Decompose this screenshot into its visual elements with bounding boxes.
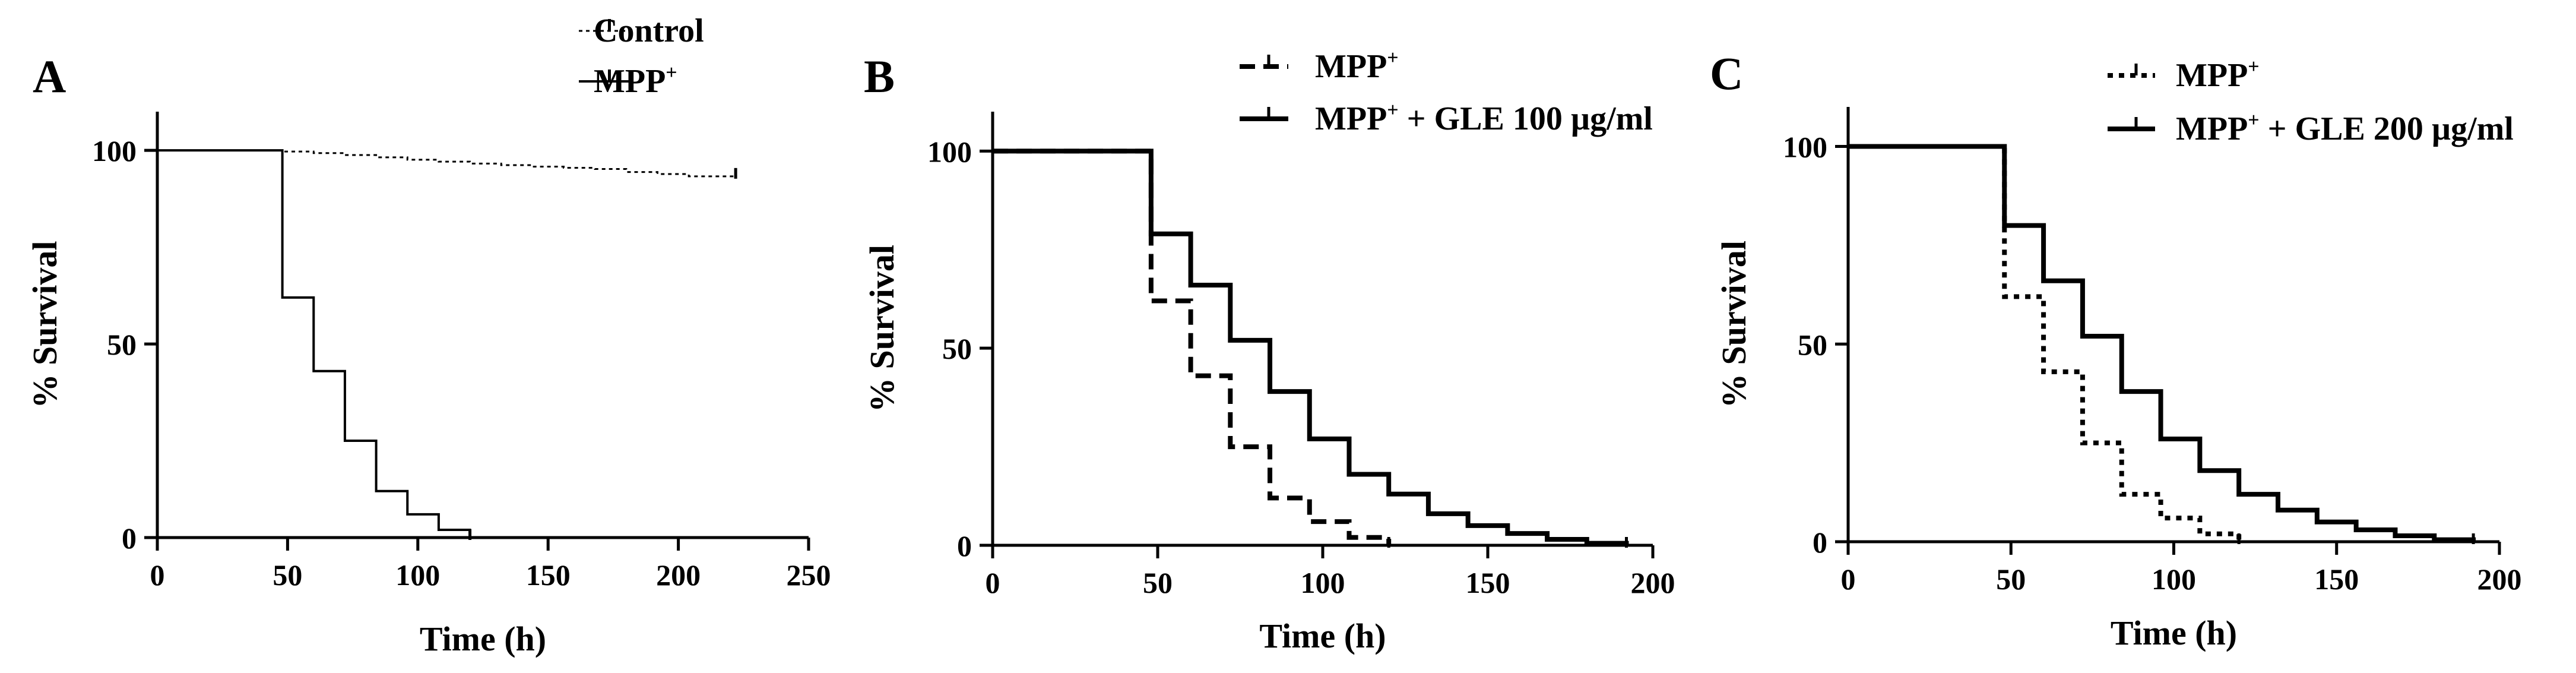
- panel-a-letter: A: [33, 50, 66, 102]
- panel-a-x-tick-label: 0: [150, 558, 165, 592]
- panel-c-x-tick-label: 150: [2314, 563, 2359, 596]
- panel-b-y-axis-label: % Survival: [863, 245, 901, 412]
- panel-c-x-tick-label: 50: [1996, 563, 2026, 596]
- panel-b-x-tick-label: 100: [1301, 566, 1345, 599]
- panel-b-x-tick-label: 200: [1631, 566, 1675, 599]
- panel-a-series-2-line: [157, 149, 471, 538]
- panel-a-legend-1-label: Control: [594, 12, 704, 49]
- panel-c-series-1-line: [1848, 144, 2242, 542]
- panel-c-legend-2-label: MPP+ + GLE 200 µg/ml: [2176, 109, 2514, 147]
- panel-c-x-tick-label: 0: [1841, 563, 1856, 596]
- panel-a-chart: 0 50 100 150 200 250 0 50 100 Time (h) % Survival A…: [26, 12, 831, 658]
- panel-a-legend-2-label: MPP+: [594, 62, 677, 100]
- panel-b-chart: 0 50 100 150 200 0 50 100 Time (h) % Survival B MPP…: [863, 47, 1675, 655]
- panel-c-y-tick-label: 0: [1813, 526, 1827, 559]
- panel-a-x-tick-label: 100: [395, 558, 440, 592]
- panel-b-legend-2-label: MPP+ + GLE 100 µg/ml: [1315, 99, 1653, 137]
- panel-b-x-tick-label: 50: [1143, 566, 1173, 599]
- panel-a-y-tick-label: 0: [122, 522, 137, 555]
- panel-a-x-tick-label: 250: [787, 558, 831, 592]
- panel-a-y-tick-label: 100: [92, 134, 137, 168]
- panel-b-legend-1-label: MPP+: [1315, 47, 1399, 85]
- panel-b-x-tick-label: 150: [1466, 566, 1510, 599]
- panel-c-y-axis-label: % Survival: [1715, 241, 1753, 408]
- panel-b-y-tick-label: 50: [942, 332, 972, 365]
- panel-b-y-tick-label: 0: [957, 529, 972, 563]
- panel-c-letter: C: [1710, 48, 1743, 99]
- panel-a-x-axis-label: Time (h): [420, 620, 546, 658]
- panel-b-x-axis-label: Time (h): [1259, 617, 1386, 655]
- panel-b-letter: B: [864, 50, 895, 102]
- panel-b-series-2-line: [993, 148, 1629, 546]
- panel-c-x-tick-label: 200: [2477, 563, 2522, 596]
- panel-c-series-2-line: [1848, 144, 2476, 542]
- panel-a-x-tick-label: 50: [273, 558, 302, 592]
- panel-c-y-tick-label: 100: [1783, 131, 1827, 164]
- panel-c-chart: 0 50 100 150 200 0 50 100 Time (h) % Survival C MPP…: [1710, 48, 2522, 652]
- panel-a-y-tick-label: 50: [107, 328, 137, 361]
- panel-a-x-tick-label: 200: [656, 558, 701, 592]
- panel-c-legend-1-label: MPP+: [2176, 56, 2260, 94]
- panel-a-series-1-line: [157, 149, 736, 178]
- panel-b-y-tick-label: 100: [927, 135, 972, 168]
- panel-a-y-axis-label: % Survival: [26, 241, 64, 409]
- panel-c-y-tick-label: 50: [1798, 328, 1827, 361]
- panel-c-x-axis-label: Time (h): [2111, 614, 2237, 652]
- panel-b-series-1-line: [993, 148, 1392, 545]
- panel-c-x-tick-label: 100: [2152, 563, 2196, 596]
- panel-a-x-tick-label: 150: [526, 558, 571, 592]
- panel-b-x-tick-label: 0: [986, 566, 1000, 599]
